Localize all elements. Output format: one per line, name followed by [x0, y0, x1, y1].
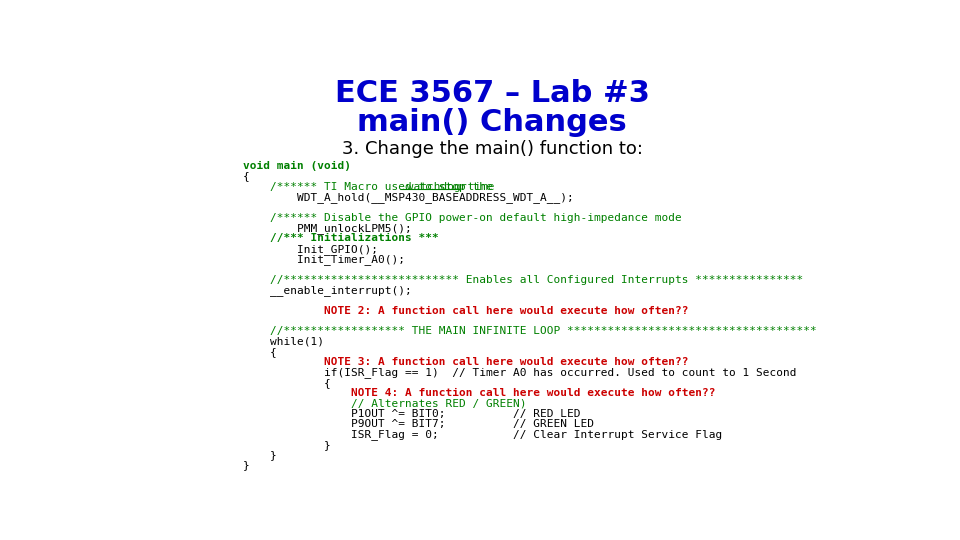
Text: // Alternates RED / GREEN): // Alternates RED / GREEN)	[243, 399, 526, 408]
Text: {: {	[243, 347, 276, 357]
Text: NOTE 4: A function call here would execute how often??: NOTE 4: A function call here would execu…	[243, 388, 715, 398]
Text: __enable_interrupt();: __enable_interrupt();	[243, 285, 412, 296]
Text: ISR_Flag = 0;           // Clear Interrupt Service Flag: ISR_Flag = 0; // Clear Interrupt Service…	[243, 429, 722, 440]
Text: }: }	[243, 450, 276, 460]
Text: {: {	[243, 172, 250, 181]
Text: //************************** Enables all Configured Interrupts ****************: //************************** Enables all…	[243, 275, 803, 285]
Text: Init_Timer_A0();: Init_Timer_A0();	[243, 254, 405, 265]
Text: NOTE 2: A function call here would execute how often??: NOTE 2: A function call here would execu…	[243, 306, 688, 316]
Text: NOTE 3: A function call here would execute how often??: NOTE 3: A function call here would execu…	[243, 357, 688, 367]
Text: /****** TI Macro used to stop the: /****** TI Macro used to stop the	[243, 182, 492, 192]
Text: ECE 3567 – Lab #3: ECE 3567 – Lab #3	[335, 79, 649, 109]
Text: PMM_unlockLPM5();: PMM_unlockLPM5();	[243, 223, 412, 234]
Text: main() Changes: main() Changes	[357, 109, 627, 138]
Text: while(1): while(1)	[243, 336, 324, 347]
Text: P1OUT ^= BIT0;          // RED LED: P1OUT ^= BIT0; // RED LED	[243, 409, 580, 419]
Text: }: }	[243, 440, 330, 450]
Text: r: r	[460, 182, 467, 192]
Text: Init_GPIO();: Init_GPIO();	[243, 244, 377, 255]
Text: //****************** THE MAIN INFINITE LOOP ************************************: //****************** THE MAIN INFINITE L…	[243, 326, 817, 336]
Text: watchdog time: watchdog time	[400, 182, 494, 192]
Text: {: {	[243, 378, 330, 388]
Text: if(ISR_Flag == 1)  // Timer A0 has occurred. Used to count to 1 Second: if(ISR_Flag == 1) // Timer A0 has occurr…	[243, 368, 796, 379]
Text: //*** Initializations ***: //*** Initializations ***	[243, 233, 439, 244]
Text: void main (void): void main (void)	[243, 161, 350, 171]
Text: 3. Change the main() function to:: 3. Change the main() function to:	[342, 140, 642, 158]
Text: WDT_A_hold(__MSP430_BASEADDRESS_WDT_A__);: WDT_A_hold(__MSP430_BASEADDRESS_WDT_A__)…	[243, 192, 573, 203]
Text: }: }	[243, 460, 250, 470]
Text: P9OUT ^= BIT7;          // GREEN LED: P9OUT ^= BIT7; // GREEN LED	[243, 419, 593, 429]
Text: /****** Disable the GPIO power-on default high-impedance mode: /****** Disable the GPIO power-on defaul…	[243, 213, 682, 223]
